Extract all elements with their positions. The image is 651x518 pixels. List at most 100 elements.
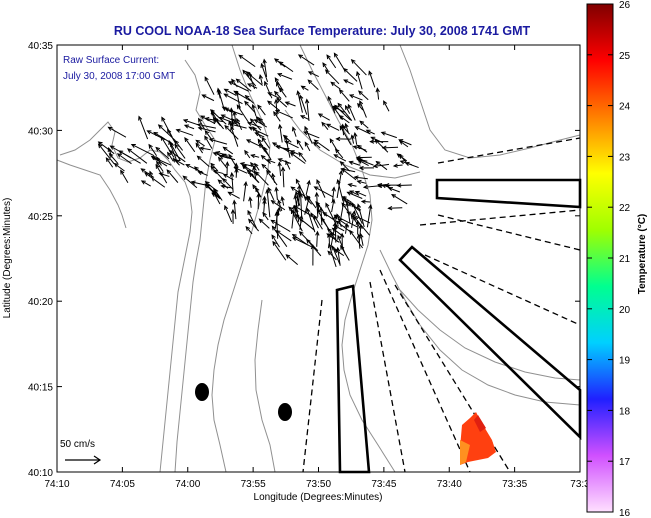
current-vector-head (223, 88, 229, 93)
current-vector-head (396, 183, 402, 188)
current-vector-head (335, 246, 341, 252)
current-vector-head (396, 153, 402, 158)
current-vector-head (231, 78, 236, 84)
current-vector (383, 100, 390, 112)
current-vector-head (243, 181, 248, 187)
current-vector-head (184, 137, 189, 142)
current-vector (202, 94, 215, 102)
current-vector (405, 162, 419, 169)
current-vector-head (242, 69, 247, 75)
current-vector (204, 135, 213, 149)
colorbar-label: Temperature (°C) (637, 214, 648, 295)
current-vector-head (222, 173, 228, 178)
current-vector (299, 95, 308, 115)
current-vector-head (282, 134, 288, 140)
current-vector-head (234, 167, 239, 173)
coastline-inner (174, 59, 216, 473)
current-vector (306, 208, 316, 233)
current-vector-head (290, 186, 296, 191)
current-vector (321, 122, 329, 130)
current-vector (339, 126, 352, 146)
current-vector (290, 152, 306, 164)
contour-isobath-4 (379, 249, 581, 406)
current-vector (255, 171, 269, 186)
current-vector-head (329, 138, 334, 144)
current-vector (347, 104, 356, 121)
current-vector-head (158, 172, 164, 177)
current-vector (353, 216, 370, 236)
current-vector (98, 143, 115, 165)
current-vector-head (275, 230, 281, 235)
current-vector-head (267, 92, 273, 97)
current-vector (304, 196, 310, 215)
current-vector-head (332, 106, 338, 112)
current-vector (236, 78, 252, 92)
annotation-line-1: Raw Surface Current: (63, 55, 159, 66)
current-vector-head (174, 139, 179, 145)
current-vector (246, 71, 263, 86)
y-tick-label: 40:10 (28, 468, 53, 479)
annotation-line-2: July 30, 2008 17:00 GMT (63, 71, 175, 82)
current-vector-head (140, 168, 146, 173)
current-vector-head (255, 186, 260, 192)
current-vector-head (193, 166, 199, 171)
current-vector-head (348, 94, 355, 99)
current-vector-head (347, 182, 353, 188)
current-vector-head (368, 203, 373, 210)
current-vector-head (218, 116, 224, 121)
current-vector-head (277, 199, 282, 205)
current-vector-head (156, 160, 161, 166)
current-vector (337, 179, 344, 202)
current-vector-head (217, 89, 222, 95)
current-vector (381, 131, 397, 139)
current-vector (141, 180, 151, 187)
current-vector-head (252, 184, 257, 190)
current-vector (388, 207, 403, 209)
current-vector (231, 172, 234, 193)
y-tick-label: 40:30 (28, 126, 53, 137)
current-vector (349, 190, 360, 196)
current-vector (357, 145, 368, 153)
current-vector (297, 91, 303, 113)
current-vector-head (270, 219, 276, 224)
current-vector-head (109, 145, 115, 150)
current-vector-head (174, 143, 179, 149)
current-vector-head (208, 138, 214, 143)
plot-background (57, 45, 580, 472)
current-vector-head (284, 140, 290, 145)
current-vector (292, 234, 309, 246)
current-vector (228, 154, 239, 170)
current-vector-head (291, 126, 297, 132)
current-vector (326, 54, 337, 69)
current-vector-head (270, 200, 276, 205)
current-vector-head (276, 81, 281, 87)
current-vector (206, 184, 220, 199)
current-vector (275, 187, 278, 201)
x-axis-label: Longitude (Degrees:Minutes) (254, 492, 383, 503)
current-vector-head (222, 178, 228, 183)
current-vector-head (298, 151, 303, 157)
current-vector-head (327, 95, 332, 101)
current-vector (327, 250, 337, 261)
current-vector (283, 135, 292, 143)
current-vector-head (257, 104, 262, 110)
current-vector (355, 126, 371, 135)
current-vector-head (338, 89, 344, 94)
current-vector (358, 158, 374, 166)
current-vector (388, 187, 401, 193)
current-vector (313, 215, 323, 230)
current-vector-head (340, 244, 345, 250)
current-vector-head (357, 158, 363, 163)
current-vector (355, 191, 367, 197)
y-axis: 40:35 40:30 40:25 40:20 40:15 40:10 (28, 41, 580, 479)
current-vector-head (212, 151, 218, 157)
current-vector (151, 155, 168, 167)
current-vector (205, 117, 224, 123)
current-vector-head (372, 163, 378, 169)
current-vector-head (260, 154, 266, 160)
y-tick-label: 40:35 (28, 41, 53, 52)
current-vector-head (296, 90, 301, 96)
current-vector (315, 201, 328, 217)
current-vector (267, 100, 280, 111)
current-vector-head (190, 180, 196, 185)
